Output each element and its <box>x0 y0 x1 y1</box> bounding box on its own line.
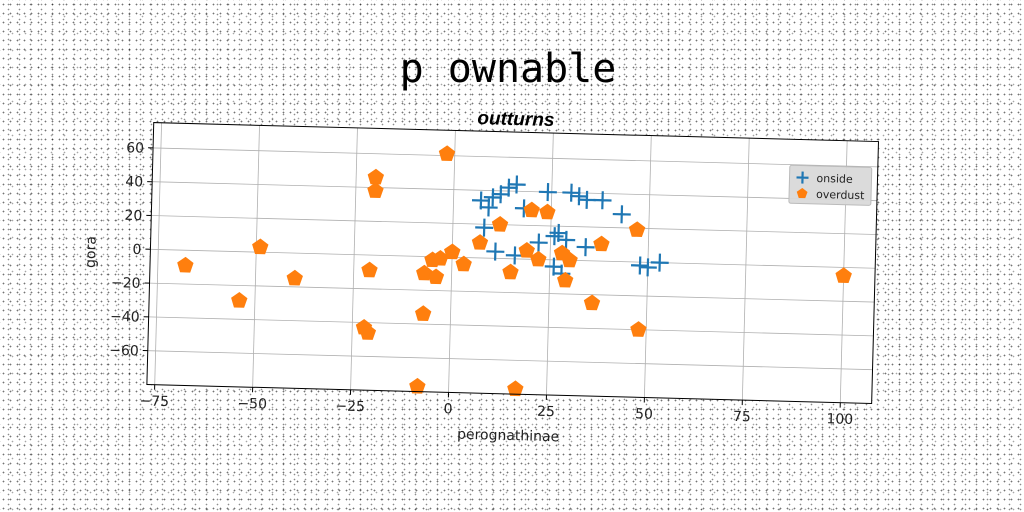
series-onside <box>471 175 669 283</box>
data-point-onside <box>499 178 518 197</box>
y-axis-label: gora <box>83 236 100 268</box>
chart-subtitle: outturns <box>477 108 555 131</box>
plot-background <box>146 122 879 404</box>
y-gridline <box>151 215 877 235</box>
y-tick-label: 20 <box>124 208 142 224</box>
x-axis-label: perognathinae <box>457 427 560 446</box>
y-tick-label: −60 <box>109 343 139 360</box>
data-point-overdust <box>630 321 647 337</box>
x-gridline <box>350 127 358 390</box>
data-point-overdust <box>628 221 646 237</box>
data-point-overdust <box>455 255 472 272</box>
data-point-onside <box>650 253 669 272</box>
legend-label-onside: onside <box>816 172 853 186</box>
data-point-onside <box>638 258 657 277</box>
data-point-onside <box>507 175 526 194</box>
x-gridline <box>448 130 456 393</box>
data-point-overdust <box>471 234 489 250</box>
x-tick-label: 25 <box>537 404 555 420</box>
data-point-onside <box>562 183 581 202</box>
data-point-overdust <box>557 271 574 288</box>
data-point-onside <box>545 227 564 246</box>
data-point-onside <box>570 187 589 206</box>
plot-area: −75 −50 −25 0 25 50 75 100 −60 −40 −20 0 20 40 60 perog… <box>83 122 880 446</box>
data-point-onside <box>538 183 557 202</box>
x-gridline <box>252 125 260 388</box>
chart-title: p ownable <box>400 46 617 92</box>
x-gridline <box>546 133 554 395</box>
data-point-overdust <box>416 264 433 281</box>
data-point-overdust <box>518 242 535 258</box>
data-point-overdust <box>530 250 547 267</box>
data-point-overdust <box>252 238 269 255</box>
data-point-overdust <box>507 380 524 397</box>
legend-box <box>788 164 873 206</box>
data-point-onside <box>612 205 631 224</box>
plot-frame <box>146 122 880 404</box>
data-point-overdust <box>231 292 248 308</box>
data-point-overdust <box>444 243 461 260</box>
legend-marker-overdust <box>796 187 808 199</box>
x-tick-label: −50 <box>237 396 267 413</box>
legend: onside overdust <box>788 164 873 206</box>
data-point-onside <box>529 233 548 252</box>
series-overdust <box>177 145 852 397</box>
data-point-overdust <box>593 235 610 252</box>
data-point-overdust <box>177 256 194 273</box>
x-tick-label: 0 <box>443 401 452 417</box>
data-point-overdust <box>438 145 456 161</box>
data-point-onside <box>475 218 494 237</box>
y-gridline <box>147 350 873 371</box>
y-gridline <box>153 147 878 168</box>
data-point-overdust <box>415 305 432 322</box>
x-gridline <box>741 138 750 401</box>
x-tick-label: 75 <box>733 409 751 425</box>
y-tick-label: 40 <box>125 174 143 190</box>
y-gridline <box>150 248 876 269</box>
y-tick-label: −20 <box>111 275 141 292</box>
y-gridline <box>149 282 875 303</box>
data-point-overdust <box>539 203 556 220</box>
data-point-onside <box>557 230 576 249</box>
x-gridline <box>154 122 162 385</box>
data-point-overdust <box>367 182 384 199</box>
y-tick-label: 60 <box>126 140 144 156</box>
data-point-overdust <box>409 377 426 394</box>
legend-label-overdust: overdust <box>816 188 865 202</box>
data-point-overdust <box>361 261 378 278</box>
data-point-onside <box>505 246 524 265</box>
y-gridline <box>148 316 874 337</box>
data-point-onside <box>593 191 612 210</box>
x-tick-label: −75 <box>139 393 169 410</box>
data-point-onside <box>576 238 595 257</box>
x-tick-label: 50 <box>635 406 653 422</box>
legend-marker-onside <box>796 171 809 184</box>
data-point-overdust <box>583 294 601 311</box>
data-point-overdust <box>502 263 519 280</box>
data-point-onside <box>577 190 596 209</box>
data-point-overdust <box>286 269 303 286</box>
x-tick-label: −25 <box>335 398 365 415</box>
data-point-onside <box>631 256 650 275</box>
x-tick-label: 100 <box>826 411 853 428</box>
data-point-onside <box>483 188 502 207</box>
data-point-overdust <box>427 268 445 285</box>
y-gridline <box>152 181 877 202</box>
data-point-overdust <box>491 216 509 232</box>
data-point-overdust <box>561 251 578 268</box>
y-tick-label: −40 <box>110 309 140 326</box>
data-point-onside <box>486 242 505 261</box>
data-point-overdust <box>523 201 540 218</box>
y-tick-label: 0 <box>132 242 141 258</box>
data-point-onside <box>479 198 498 217</box>
data-point-overdust <box>359 324 377 340</box>
data-point-overdust <box>835 267 852 284</box>
